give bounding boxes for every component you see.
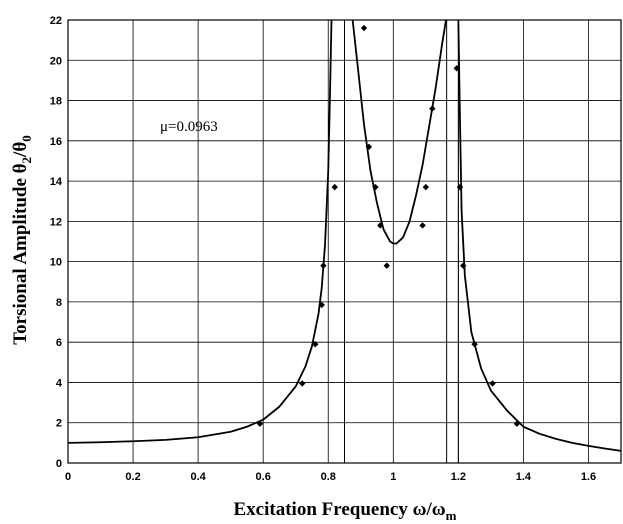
data-point [456, 183, 464, 191]
data-point [513, 420, 521, 427]
data-point [318, 301, 325, 309]
response-curve [351, 19, 447, 245]
data-point [256, 420, 264, 427]
response-curve [67, 19, 333, 444]
x-tick-label: 0.4 [190, 471, 206, 483]
y-tick-labels: 0 2 4 6 8 10 12 14 16 18 20 22 [50, 15, 63, 470]
annotation-mu: μ=0.0963 [160, 119, 218, 135]
y-tick-label: 20 [50, 55, 62, 67]
x-tick-label: 0.2 [125, 471, 140, 483]
data-point [320, 262, 327, 269]
y-tick-label: 0 [56, 458, 62, 470]
y-tick-label: 12 [50, 216, 62, 228]
x-axis-title: Excitation Frequency ω/ωm [234, 499, 457, 523]
x-tick-label: 0 [65, 471, 71, 483]
series-points [256, 24, 521, 427]
x-tick-label: 1.4 [516, 471, 532, 483]
y-tick-label: 10 [50, 257, 62, 269]
data-point [422, 183, 430, 191]
series-lines [67, 19, 622, 452]
data-point [471, 340, 478, 348]
data-point [365, 143, 373, 151]
y-tick-label: 18 [50, 96, 62, 108]
x-tick-labels: 0 0.2 0.4 0.6 0.8 1 1.2 1.4 1.6 [65, 471, 596, 483]
data-point [312, 340, 319, 348]
data-point [460, 262, 467, 269]
response-curve [457, 19, 622, 452]
vertical-reference-lines [344, 20, 459, 463]
data-point [489, 380, 496, 387]
data-point [453, 65, 460, 72]
x-tick-label: 0.6 [256, 471, 271, 483]
y-axis-title: Torsional Amplitude θ2/θ0 [10, 135, 34, 345]
x-tick-label: 0.8 [321, 471, 336, 483]
y-tick-label: 4 [56, 377, 63, 389]
data-point [372, 183, 379, 191]
y-tick-label: 14 [50, 176, 63, 188]
data-point [419, 222, 426, 229]
data-point [377, 222, 384, 229]
y-tick-label: 6 [56, 337, 62, 349]
data-point [331, 183, 338, 191]
data-point [299, 380, 306, 387]
y-tick-label: 8 [56, 297, 62, 309]
data-point [383, 262, 390, 269]
data-point [360, 24, 368, 32]
x-tick-label: 1 [390, 471, 396, 483]
y-tick-label: 22 [50, 15, 62, 27]
plot-frame [67, 19, 622, 464]
x-tick-label: 1.2 [451, 471, 466, 483]
y-tick-label: 2 [56, 418, 62, 430]
data-point [429, 105, 436, 112]
x-tick-label: 1.6 [581, 471, 596, 483]
y-tick-label: 16 [50, 136, 62, 148]
